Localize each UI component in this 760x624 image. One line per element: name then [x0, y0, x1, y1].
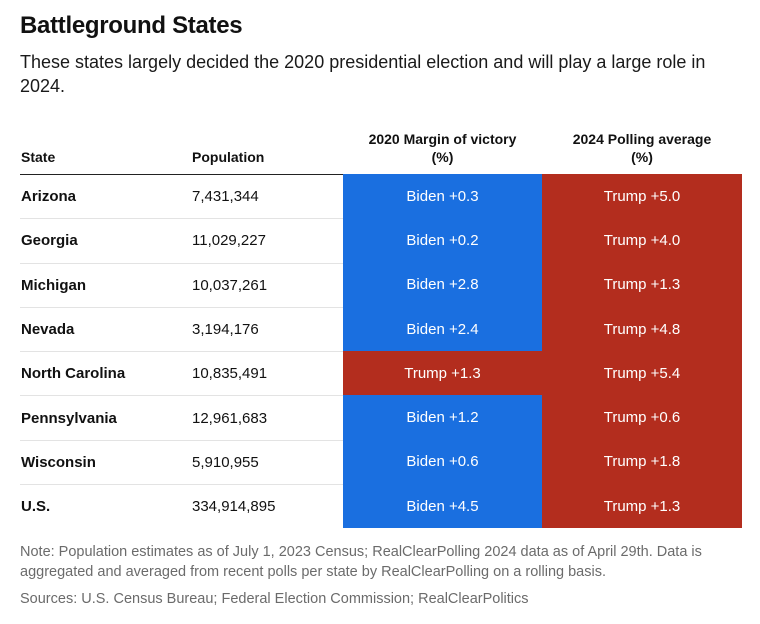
cell-population: 7,431,344 — [192, 188, 259, 206]
table-row: Pennsylvania 12,961,683 Biden +1.2 Trump +0… — [20, 395, 742, 441]
cell-margin: Biden +1.2 — [343, 395, 542, 440]
cell-margin: Biden +0.3 — [343, 174, 542, 219]
table-row: Nevada 3,194,176 Biden +2.4 Trump +4.8 — [20, 306, 742, 353]
battleground-table: State Population 2020 Margin of victory … — [20, 126, 742, 529]
cell-state: Michigan — [21, 276, 87, 294]
header-poll-line2: (%) — [631, 149, 653, 165]
cell-poll: Trump +4.8 — [542, 306, 742, 352]
cell-poll: Trump +0.6 — [542, 395, 742, 440]
cell-state: Arizona — [21, 188, 77, 206]
footnotes: Note: Population estimates as of July 1,… — [20, 542, 750, 609]
cell-population: 3,194,176 — [192, 321, 259, 339]
cell-poll: Trump +4.0 — [542, 218, 742, 263]
header-poll-line1: 2024 Polling average — [572, 131, 712, 147]
cell-margin: Trump +1.3 — [343, 351, 542, 396]
header-margin-line2: (%) — [431, 149, 454, 165]
cell-state: U.S. — [21, 498, 51, 516]
table-row: North Carolina 10,835,491 Trump +1.3 Trump … — [20, 351, 742, 397]
table-row: Michigan 10,037,261 Biden +2.8 Trump +1.3 — [20, 262, 742, 308]
cell-margin: Biden +4.5 — [343, 484, 542, 529]
cell-state: Pennsylvania — [21, 409, 117, 427]
cell-poll: Trump +5.4 — [542, 351, 742, 396]
table-row: Arizona 7,431,344 Biden +0.3 Trump +5.0 — [20, 174, 742, 220]
cell-state: North Carolina — [21, 365, 126, 383]
header-poll: 2024 Polling average (%) — [542, 130, 742, 166]
cell-state: Nevada — [21, 321, 75, 339]
cell-population: 334,914,895 — [192, 498, 276, 516]
cell-margin: Biden +0.6 — [343, 439, 542, 485]
table-row: Georgia 11,029,227 Biden +0.2 Trump +4.0 — [20, 218, 742, 264]
note-text: Note: Population estimates as of July 1,… — [20, 544, 702, 580]
table-body: Arizona 7,431,344 Biden +0.3 Trump +5.0 Geor… — [20, 174, 742, 529]
page-subtitle: These states largely decided the 2020 pr… — [20, 52, 706, 96]
header-margin-line1: 2020 Margin of victory — [368, 131, 517, 147]
table-row: U.S. 334,914,895 Biden +4.5 Trump +1.3 — [20, 484, 742, 529]
cell-population: 12,961,683 — [192, 409, 268, 427]
cell-poll: Trump +5.0 — [542, 174, 742, 219]
header-margin: 2020 Margin of victory (%) — [343, 130, 542, 166]
cell-poll: Trump +1.3 — [542, 484, 742, 529]
cell-population: 10,835,491 — [192, 365, 268, 383]
cell-margin: Biden +2.4 — [343, 306, 542, 352]
header-population: Population — [192, 149, 265, 165]
cell-population: 5,910,955 — [192, 453, 259, 471]
cell-poll: Trump +1.8 — [542, 439, 742, 485]
page-title: Battleground States — [20, 12, 243, 39]
header-state: State — [21, 149, 56, 165]
cell-margin: Biden +0.2 — [343, 218, 542, 263]
sources-text: Sources: U.S. Census Bureau; Federal Ele… — [20, 591, 529, 607]
cell-margin: Biden +2.8 — [343, 262, 542, 307]
cell-population: 10,037,261 — [192, 276, 268, 294]
cell-poll: Trump +1.3 — [542, 262, 742, 307]
table-row: Wisconsin 5,910,955 Biden +0.6 Trump +1.8 — [20, 439, 742, 486]
cell-state: Wisconsin — [21, 453, 96, 471]
table-header: State Population 2020 Margin of victory … — [20, 126, 742, 175]
cell-state: Georgia — [21, 232, 78, 250]
cell-population: 11,029,227 — [192, 232, 266, 250]
